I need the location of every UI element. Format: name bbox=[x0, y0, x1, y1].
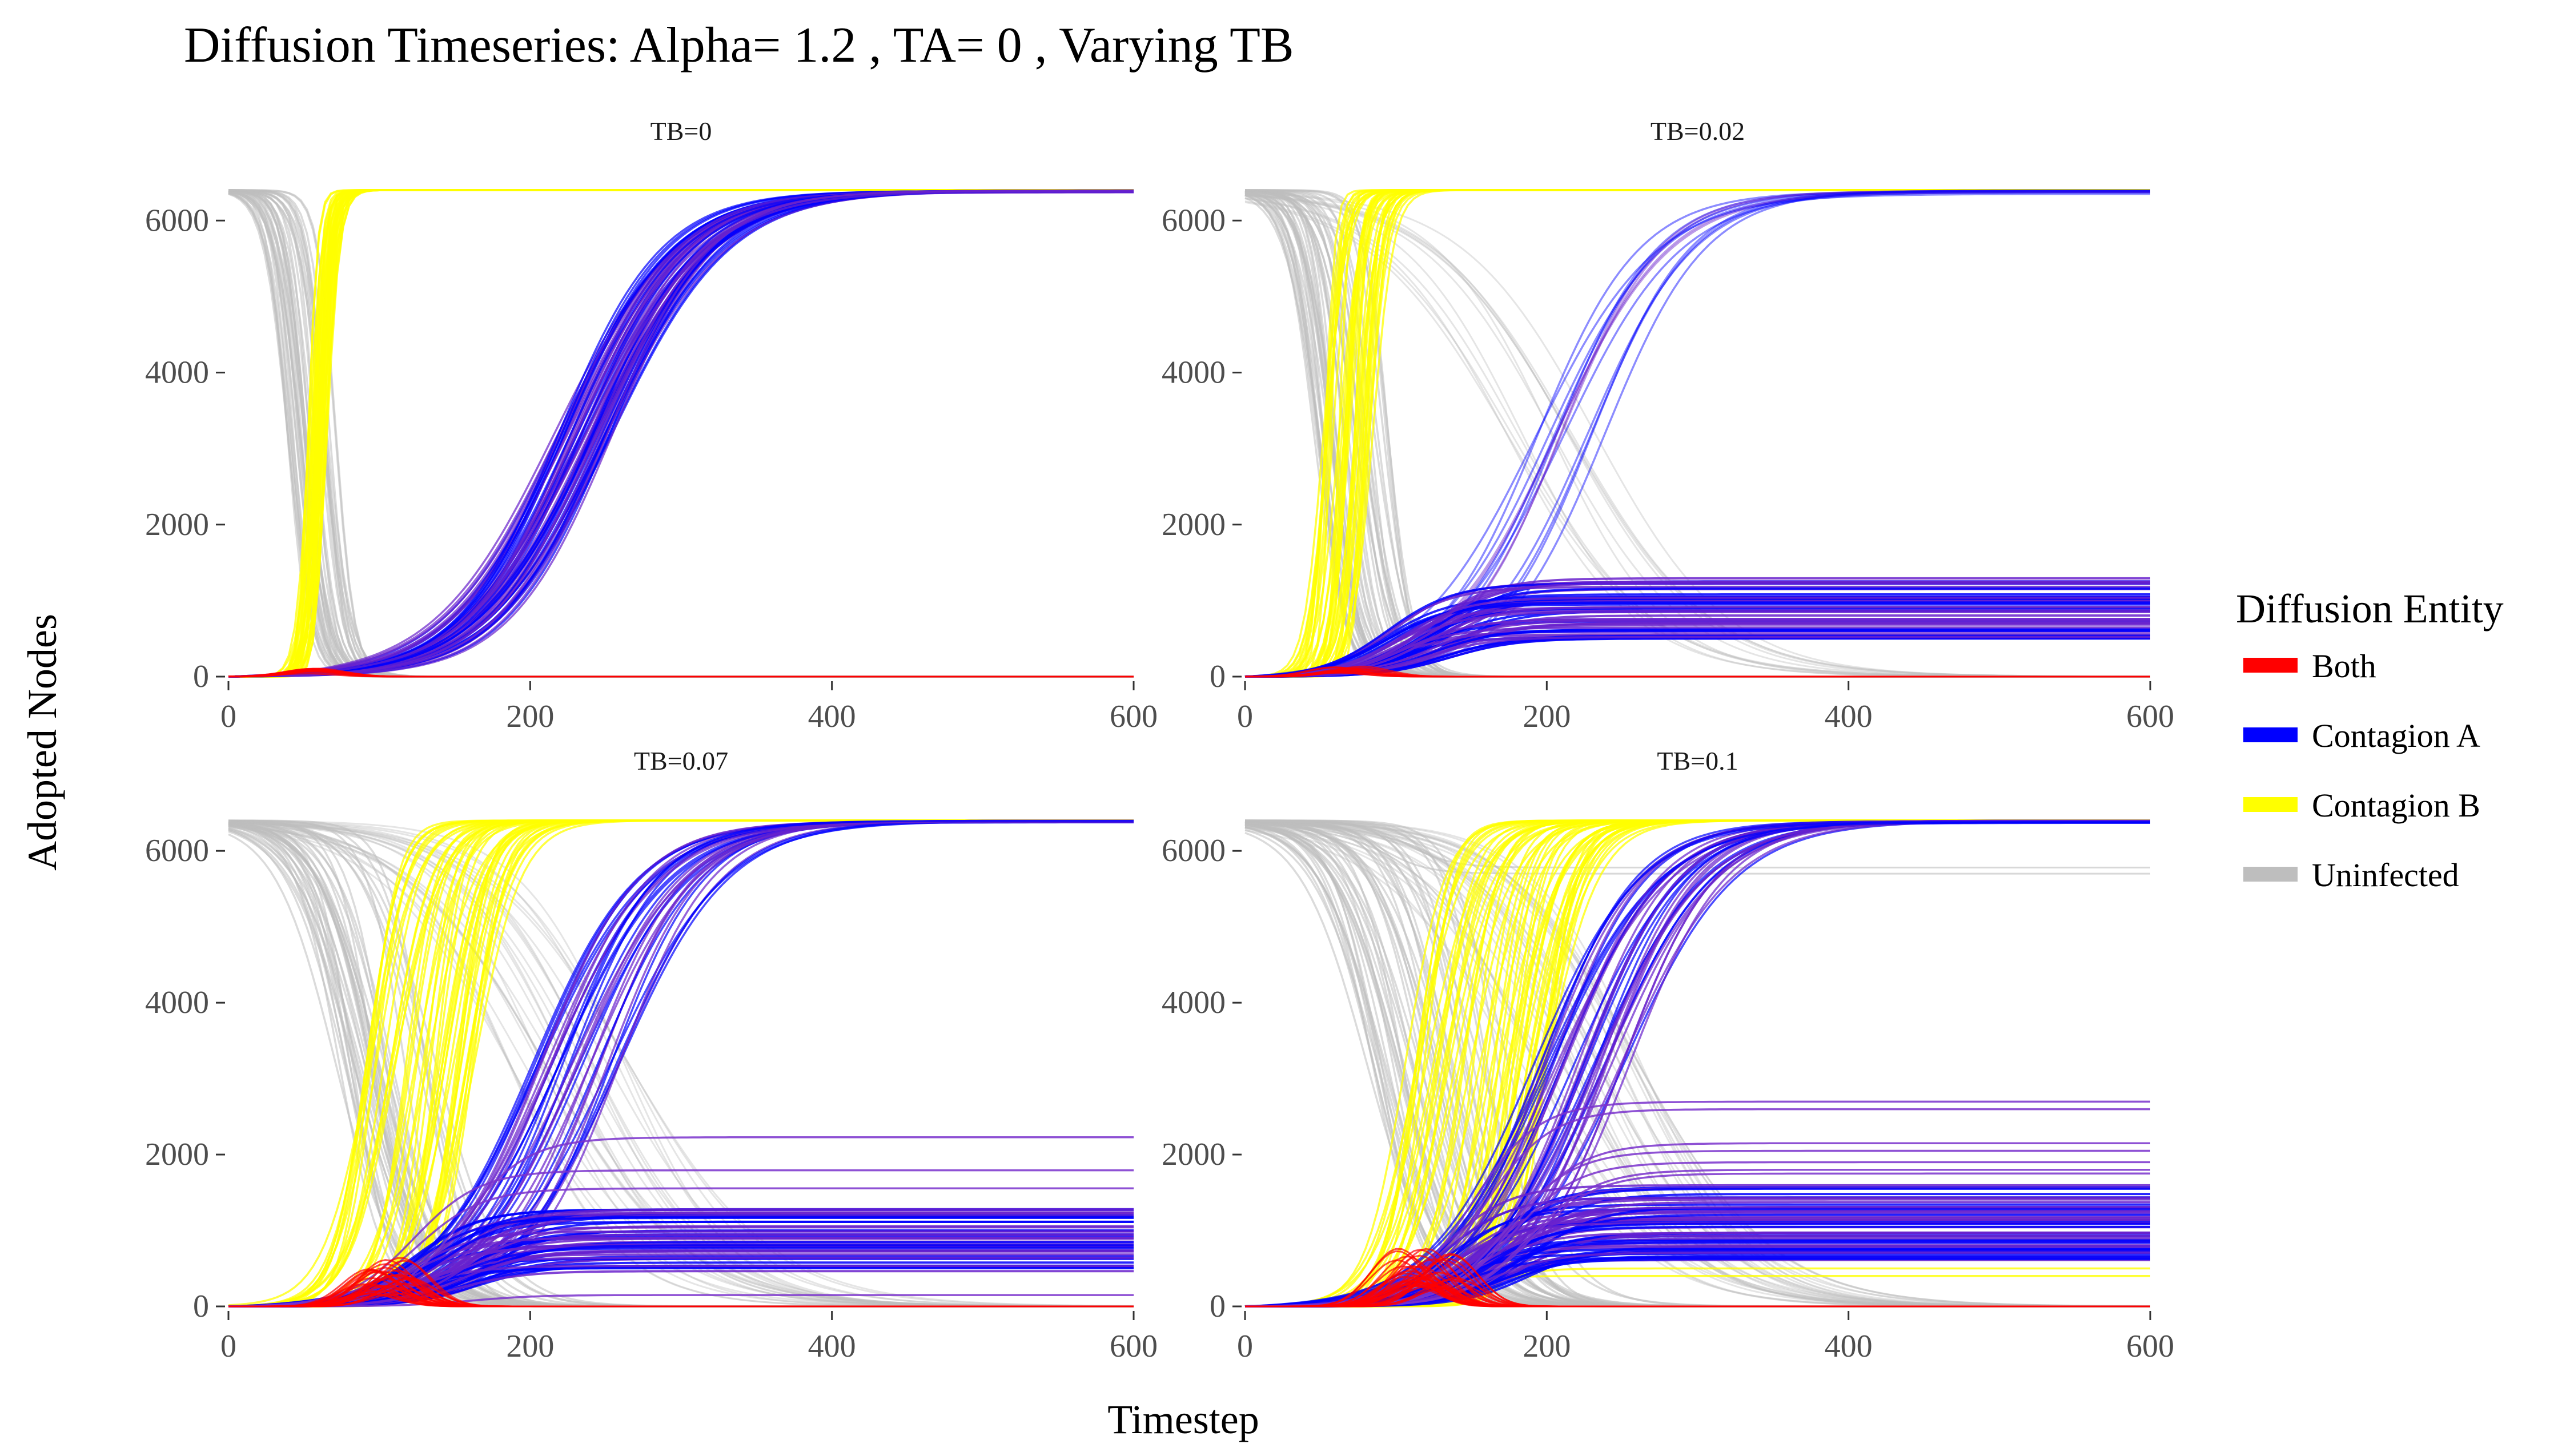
contagion-a-line bbox=[228, 190, 1134, 678]
x-tick-label: 400 bbox=[1825, 1329, 1873, 1364]
legend-key-contagion-b bbox=[2243, 797, 2298, 812]
contagion-a-line bbox=[1244, 630, 2150, 678]
y-tick-label: 2000 bbox=[1162, 1137, 1226, 1172]
contagion-a-line bbox=[228, 1294, 1134, 1308]
uninfected-line bbox=[228, 192, 1134, 678]
contagion-b-line bbox=[1245, 189, 2150, 678]
uninfected-line bbox=[1244, 821, 2150, 1307]
y-tick-label: 4000 bbox=[145, 985, 209, 1020]
series-lines bbox=[1244, 819, 2151, 1308]
x-tick-label: 400 bbox=[808, 699, 856, 734]
uninfected-line bbox=[228, 192, 1134, 678]
x-tick-label: 600 bbox=[2126, 699, 2174, 734]
x-tick-label: 400 bbox=[808, 1329, 856, 1364]
y-tick-label: 4000 bbox=[1162, 985, 1226, 1020]
series-lines bbox=[1244, 189, 2151, 678]
x-tick-label: 0 bbox=[220, 699, 236, 734]
contagion-a-line bbox=[228, 1246, 1134, 1308]
y-tick-label: 0 bbox=[193, 659, 209, 694]
panel-strip-label: TB=0 bbox=[650, 116, 712, 146]
uninfected-line bbox=[228, 821, 1134, 1307]
y-tick-label: 6000 bbox=[1162, 833, 1226, 868]
contagion-a-line bbox=[1244, 596, 2150, 678]
legend-title: Diffusion Entity bbox=[2236, 586, 2504, 632]
contagion-a-line bbox=[1244, 606, 2150, 678]
x-tick-label: 0 bbox=[1237, 699, 1253, 734]
x-tick-label: 0 bbox=[220, 1329, 236, 1364]
contagion-a-line bbox=[228, 1250, 1134, 1308]
y-tick-label: 2000 bbox=[145, 1137, 209, 1172]
contagion-a-line bbox=[1244, 610, 2150, 678]
legend-label-uninfected: Uninfected bbox=[2312, 856, 2459, 894]
uninfected-line bbox=[1244, 820, 2150, 1308]
panel-strip-label: TB=0.02 bbox=[1651, 116, 1745, 146]
x-tick-label: 600 bbox=[1110, 699, 1158, 734]
both-line bbox=[1245, 1282, 2150, 1308]
legend-key-uninfected bbox=[2243, 867, 2298, 882]
y-tick-label: 0 bbox=[193, 1289, 209, 1324]
both-line bbox=[228, 1285, 1134, 1308]
panel-1: TB=0 0 2000 4000 6000 0 200 400 600 bbox=[145, 116, 1158, 734]
y-tick-label: 2000 bbox=[1162, 507, 1226, 542]
legend-label-contagion-a: Contagion A bbox=[2312, 717, 2480, 754]
panel-3: TB=0.07 0 2000 4000 6000 0 200 400 600 bbox=[145, 746, 1158, 1364]
contagion-a-line bbox=[228, 189, 1134, 678]
y-axis-title: Adopted Nodes bbox=[19, 614, 65, 871]
uninfected-line bbox=[228, 821, 1134, 1308]
uninfected-line bbox=[1244, 820, 2150, 1308]
y-tick-label: 0 bbox=[1210, 1289, 1226, 1324]
panel-strip-label: TB=0.1 bbox=[1657, 746, 1738, 775]
x-tick-label: 200 bbox=[1523, 699, 1571, 734]
y-tick-label: 6000 bbox=[145, 833, 209, 868]
x-tick-label: 600 bbox=[1110, 1329, 1158, 1364]
y-tick-label: 6000 bbox=[1162, 203, 1226, 238]
series-lines bbox=[228, 189, 1134, 678]
panel-strip-label: TB=0.07 bbox=[634, 746, 728, 775]
uninfected-line bbox=[228, 821, 1134, 1307]
series-lines bbox=[228, 819, 1134, 1308]
chart-title: Diffusion Timeseries: Alpha= 1.2 , TA= 0… bbox=[184, 18, 1294, 73]
contagion-a-line bbox=[228, 1233, 1134, 1308]
x-tick-label: 0 bbox=[1237, 1329, 1253, 1364]
contagion-a-line bbox=[1244, 582, 2150, 678]
panel-2: TB=0.02 0 2000 4000 6000 0 200 400 600 bbox=[1162, 116, 2174, 734]
both-line bbox=[1245, 670, 2150, 678]
x-axis-title: Timestep bbox=[1107, 1397, 1259, 1442]
x-tick-label: 200 bbox=[1523, 1329, 1571, 1364]
uninfected-line bbox=[228, 192, 1134, 678]
contagion-a-line bbox=[1245, 634, 2150, 678]
x-tick-label: 400 bbox=[1825, 699, 1873, 734]
contagion-a-line bbox=[1244, 601, 2150, 678]
legend-label-contagion-b: Contagion B bbox=[2312, 787, 2480, 824]
both-line bbox=[228, 669, 1134, 678]
legend-key-both bbox=[2243, 658, 2298, 673]
contagion-a-line bbox=[228, 1217, 1134, 1308]
contagion-a-line bbox=[1245, 637, 2150, 678]
legend-key-contagion-a bbox=[2243, 727, 2298, 742]
contagion-a-line bbox=[1244, 636, 2150, 678]
y-tick-label: 4000 bbox=[1162, 355, 1226, 391]
uninfected-line bbox=[228, 820, 1134, 1308]
contagion-a-line bbox=[1244, 821, 2150, 1308]
panel-4: TB=0.1 0 2000 4000 6000 0 200 400 600 bbox=[1162, 746, 2174, 1364]
y-tick-label: 0 bbox=[1210, 659, 1226, 694]
x-tick-label: 200 bbox=[506, 699, 554, 734]
y-tick-label: 2000 bbox=[145, 507, 209, 542]
contagion-a-line bbox=[1244, 620, 2150, 678]
contagion-a-line bbox=[1244, 600, 2150, 678]
x-tick-label: 200 bbox=[506, 1329, 554, 1364]
legend: Diffusion Entity Both Contagion A Contag… bbox=[2236, 586, 2504, 894]
y-tick-label: 4000 bbox=[145, 355, 209, 391]
legend-label-both: Both bbox=[2312, 647, 2376, 685]
x-tick-label: 600 bbox=[2126, 1329, 2174, 1364]
y-tick-label: 6000 bbox=[145, 203, 209, 238]
